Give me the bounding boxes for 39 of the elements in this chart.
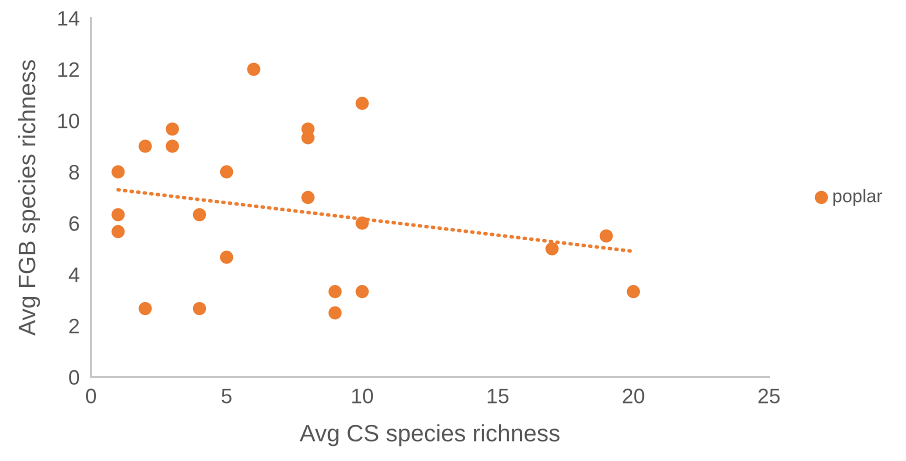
legend-label: poplar [833,189,882,206]
point [600,229,613,243]
point [112,225,125,238]
y-tick-label: 6 [69,216,79,231]
y-tick-label: 10 [58,114,80,128]
y-axis-title: Avg FGB species richness [18,60,40,336]
point [301,190,315,204]
point [112,208,125,222]
y-tick-label: 14 [58,11,80,26]
x-tick-label: 5 [222,388,232,404]
point [138,302,152,316]
point [356,96,369,110]
point [545,242,559,256]
x-tick-label: 0 [86,388,96,404]
y-tick-label: 12 [58,62,79,77]
y-tick-label: 8 [69,164,79,180]
x-tick-label: 25 [758,388,780,404]
y-tick-label: 4 [68,268,80,282]
point [356,285,369,298]
point [220,250,234,264]
point [192,208,206,222]
point [328,285,342,298]
point [247,62,260,76]
y-tick-label: 2 [69,318,79,334]
point [112,165,125,178]
x-tick-label: 10 [352,388,373,404]
point [328,306,342,320]
point [166,140,179,153]
x-axis-title: Avg CS species richness [300,424,560,446]
point [220,165,234,178]
point [138,140,152,153]
point [626,285,640,298]
point [301,131,315,144]
point [166,122,179,136]
x-tick-label: 15 [488,388,509,404]
y-tick-label: 0 [69,370,80,385]
point [192,302,206,316]
point [356,216,369,230]
x-tick-label: 20 [622,388,644,404]
